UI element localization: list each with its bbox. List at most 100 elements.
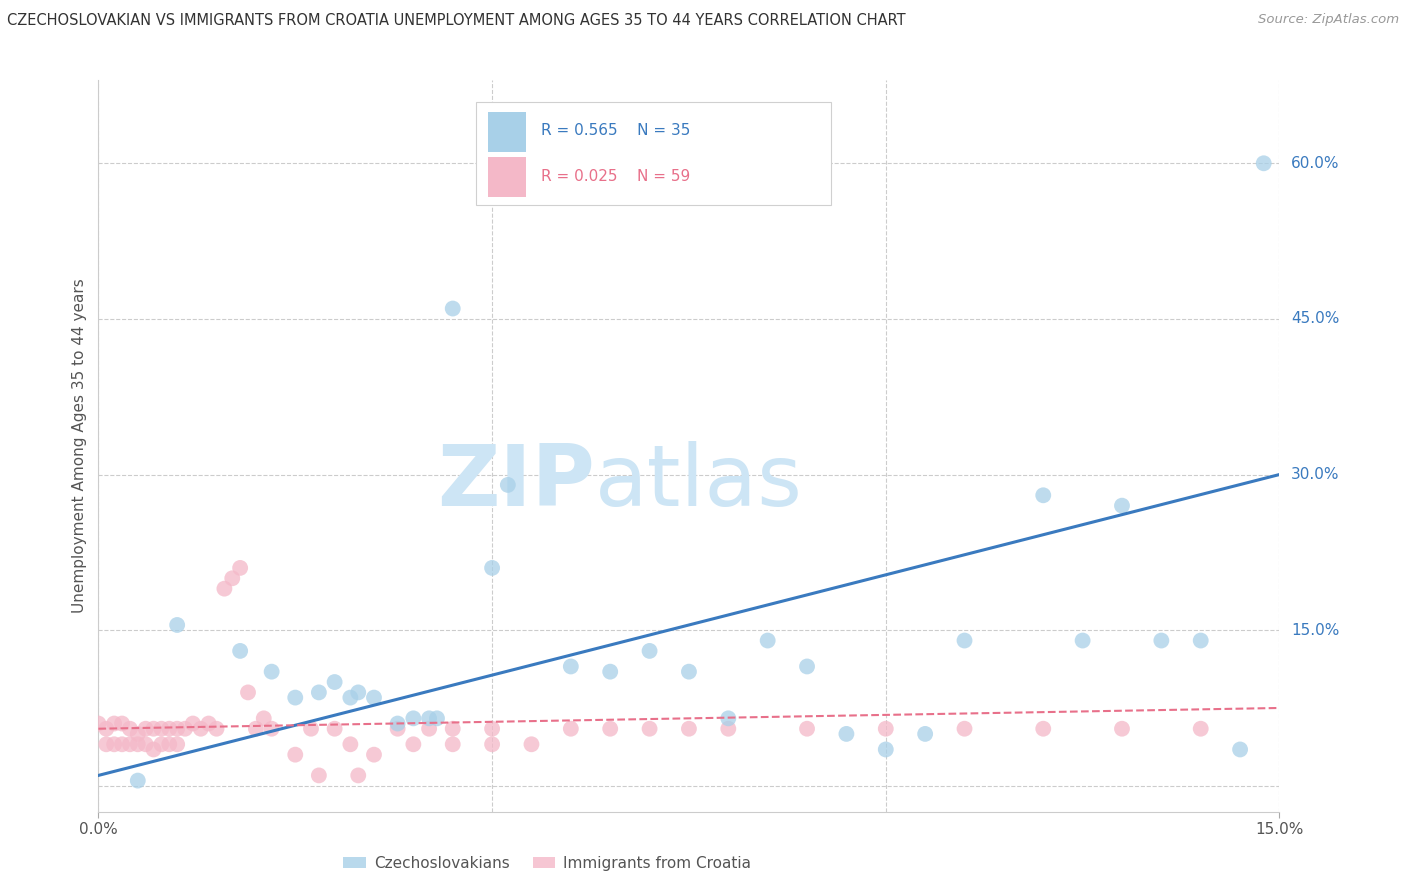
Point xyxy=(103,716,125,731)
Text: 15.0%: 15.0% xyxy=(1291,623,1340,638)
Point xyxy=(150,737,173,751)
FancyBboxPatch shape xyxy=(477,103,831,204)
Point xyxy=(387,716,409,731)
Point xyxy=(157,737,180,751)
Point xyxy=(299,722,322,736)
Point xyxy=(229,644,252,658)
Point xyxy=(111,737,134,751)
Point xyxy=(135,722,157,736)
Point xyxy=(363,747,385,762)
Point xyxy=(1150,633,1173,648)
Point xyxy=(1253,156,1275,170)
Point xyxy=(1032,488,1054,502)
Text: atlas: atlas xyxy=(595,441,803,524)
Point xyxy=(599,665,621,679)
Point xyxy=(127,727,149,741)
Point xyxy=(560,659,582,673)
Point xyxy=(323,722,346,736)
Point xyxy=(87,716,110,731)
Point xyxy=(245,722,267,736)
Point xyxy=(441,722,464,736)
Point xyxy=(678,665,700,679)
Point xyxy=(418,722,440,736)
Point xyxy=(181,716,204,731)
Point xyxy=(229,561,252,575)
Point xyxy=(520,737,543,751)
Point xyxy=(496,478,519,492)
Point xyxy=(142,722,165,736)
FancyBboxPatch shape xyxy=(488,157,526,197)
Point xyxy=(118,737,141,751)
Point xyxy=(1071,633,1094,648)
Point xyxy=(127,773,149,788)
Point xyxy=(221,571,243,585)
Point xyxy=(347,768,370,782)
Point xyxy=(402,737,425,751)
Point xyxy=(260,665,283,679)
Point xyxy=(387,722,409,736)
Point xyxy=(142,742,165,756)
Point xyxy=(1111,722,1133,736)
Point xyxy=(678,722,700,736)
Text: CZECHOSLOVAKIAN VS IMMIGRANTS FROM CROATIA UNEMPLOYMENT AMONG AGES 35 TO 44 YEAR: CZECHOSLOVAKIAN VS IMMIGRANTS FROM CROAT… xyxy=(7,13,905,29)
Point xyxy=(796,659,818,673)
Point xyxy=(339,737,361,751)
FancyBboxPatch shape xyxy=(488,112,526,152)
Point xyxy=(118,722,141,736)
Point xyxy=(284,747,307,762)
Point xyxy=(875,722,897,736)
Point xyxy=(1032,722,1054,736)
Text: 60.0%: 60.0% xyxy=(1291,156,1340,170)
Point xyxy=(1111,499,1133,513)
Point xyxy=(441,301,464,316)
Point xyxy=(339,690,361,705)
Point xyxy=(914,727,936,741)
Point xyxy=(308,768,330,782)
Point xyxy=(284,690,307,705)
Point xyxy=(1189,722,1212,736)
Point xyxy=(402,711,425,725)
Point xyxy=(253,711,276,725)
Text: R = 0.025    N = 59: R = 0.025 N = 59 xyxy=(541,169,690,185)
Point xyxy=(127,737,149,751)
Point xyxy=(638,722,661,736)
Point xyxy=(599,722,621,736)
Point xyxy=(308,685,330,699)
Point xyxy=(418,711,440,725)
Point xyxy=(135,737,157,751)
Point xyxy=(1229,742,1251,756)
Point xyxy=(260,722,283,736)
Point xyxy=(103,737,125,751)
Point xyxy=(190,722,212,736)
Text: R = 0.565    N = 35: R = 0.565 N = 35 xyxy=(541,122,690,137)
Point xyxy=(236,685,259,699)
Point xyxy=(166,722,188,736)
Point xyxy=(835,727,858,741)
Point xyxy=(796,722,818,736)
Point xyxy=(638,644,661,658)
Point xyxy=(166,737,188,751)
Point xyxy=(174,722,197,736)
Point xyxy=(197,716,219,731)
Point xyxy=(1189,633,1212,648)
Point xyxy=(717,722,740,736)
Point xyxy=(166,618,188,632)
Text: 45.0%: 45.0% xyxy=(1291,311,1340,326)
Y-axis label: Unemployment Among Ages 35 to 44 years: Unemployment Among Ages 35 to 44 years xyxy=(72,278,87,614)
Point xyxy=(426,711,449,725)
Point xyxy=(481,722,503,736)
Point xyxy=(157,722,180,736)
Text: ZIP: ZIP xyxy=(437,441,595,524)
Point xyxy=(875,742,897,756)
Point xyxy=(323,675,346,690)
Text: 30.0%: 30.0% xyxy=(1291,467,1340,482)
Point xyxy=(441,737,464,751)
Point xyxy=(953,722,976,736)
Point xyxy=(756,633,779,648)
Point xyxy=(96,722,118,736)
Point xyxy=(953,633,976,648)
Point xyxy=(111,716,134,731)
Point xyxy=(560,722,582,736)
Point xyxy=(150,722,173,736)
Point xyxy=(717,711,740,725)
